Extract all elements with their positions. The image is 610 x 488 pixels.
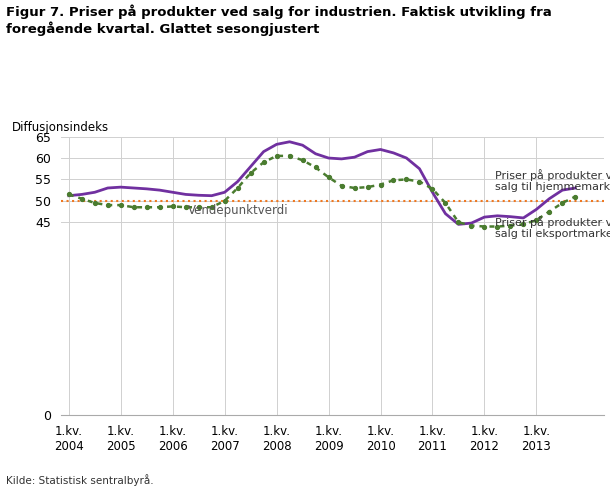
Text: Priser på produkter ved
salg til eksportmarkedet: Priser på produkter ved salg til eksport…	[495, 216, 610, 239]
Text: Kilde: Statistisk sentralbyrå.: Kilde: Statistisk sentralbyrå.	[6, 474, 154, 486]
Text: Figur 7. Priser på produkter ved salg for industrien. Faktisk utvikling fra
fore: Figur 7. Priser på produkter ved salg fo…	[6, 5, 552, 36]
Text: Diffusjonsindeks: Diffusjonsindeks	[12, 121, 109, 134]
Text: Vendepunktverdi: Vendepunktverdi	[188, 204, 289, 217]
Text: Priser på produkter ved
salg til hjemmemarkedet: Priser på produkter ved salg til hjemmem…	[495, 169, 610, 192]
